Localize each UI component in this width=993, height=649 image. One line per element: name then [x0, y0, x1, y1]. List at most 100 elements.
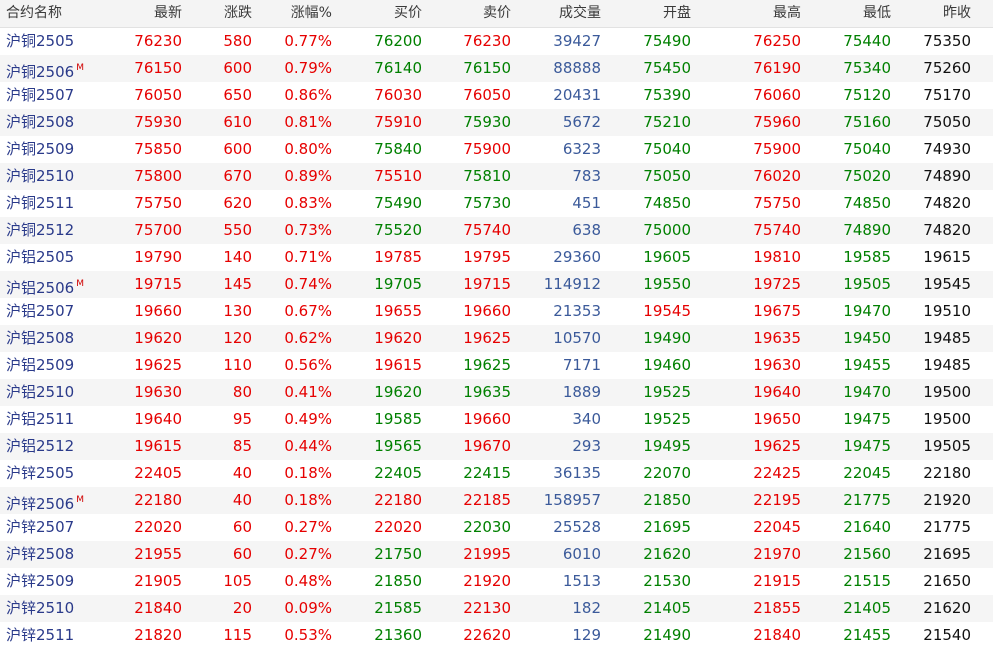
- cell-change-percent: 0.81%: [284, 113, 332, 131]
- cell-volume: 10570: [553, 329, 601, 347]
- cell-contract-name[interactable]: 沪锌2508: [6, 541, 116, 568]
- cell-ask-price: 75740: [463, 221, 511, 239]
- cell-contract-name[interactable]: 沪铝2512: [6, 433, 116, 460]
- cell-contract-name[interactable]: 沪锌2506 M: [6, 487, 116, 514]
- cell-high: 19650: [753, 410, 801, 428]
- cell-last-price: 22020: [134, 518, 182, 536]
- cell-change-percent: 0.62%: [284, 329, 332, 347]
- table-row[interactable]: 沪铝2507 19660 130 0.67% 19655 19660 21353 19545 1…: [0, 298, 993, 325]
- cell-change-percent: 0.44%: [284, 437, 332, 455]
- contract-name-text: 沪铝2511: [6, 410, 75, 428]
- cell-contract-name[interactable]: 沪铜2510: [6, 163, 116, 190]
- cell-contract-name[interactable]: 沪锌2509: [6, 568, 116, 595]
- cell-contract-name[interactable]: 沪锌2507: [6, 514, 116, 541]
- table-row[interactable]: 沪铝2512 19615 85 0.44% 19565 19670 293 19495 1962…: [0, 433, 993, 460]
- header-contract-name[interactable]: 合约名称: [6, 5, 62, 21]
- cell-contract-name[interactable]: 沪铜2508: [6, 109, 116, 136]
- cell-change-percent: 0.27%: [284, 518, 332, 536]
- contract-name-text: 沪锌2508: [6, 545, 75, 563]
- cell-prev-close: 21695: [923, 545, 971, 563]
- cell-prev-close: 74820: [923, 221, 971, 239]
- cell-contract-name[interactable]: 沪铝2508: [6, 325, 116, 352]
- cell-volume: 29360: [553, 248, 601, 266]
- cell-bid-price: 19615: [374, 356, 422, 374]
- cell-bid-price: 76200: [374, 32, 422, 50]
- table-row[interactable]: 沪锌2508 21955 60 0.27% 21750 21995 6010 21620 219…: [0, 541, 993, 568]
- header-ask-price[interactable]: 卖价: [483, 5, 511, 21]
- table-row[interactable]: 沪铜2509 75850 600 0.80% 75840 75900 6323 75040 75…: [0, 136, 993, 163]
- table-row[interactable]: 沪铝2506 M 19715 145 0.74% 19705 19715 114912 1955…: [0, 271, 993, 298]
- contract-name-text: 沪铝2506: [6, 279, 75, 297]
- cell-bid-price: 22180: [374, 491, 422, 509]
- cell-prev-close: 19545: [923, 275, 971, 293]
- table-row[interactable]: 沪铜2506 M 76150 600 0.79% 76140 76150 88888 75450…: [0, 55, 993, 82]
- cell-prev-close: 19500: [923, 383, 971, 401]
- cell-bid-price: 75840: [374, 140, 422, 158]
- table-row[interactable]: 沪锌2505 22405 40 0.18% 22405 22415 36135 22070 22…: [0, 460, 993, 487]
- header-prev-close[interactable]: 昨收: [943, 5, 971, 21]
- table-row[interactable]: 沪铝2508 19620 120 0.62% 19620 19625 10570 19490 1…: [0, 325, 993, 352]
- table-row[interactable]: 沪铝2509 19625 110 0.56% 19615 19625 7171 19460 19…: [0, 352, 993, 379]
- cell-contract-name[interactable]: 沪铝2506 M: [6, 271, 116, 298]
- contract-name-text: 沪锌2510: [6, 599, 75, 617]
- table-row[interactable]: 沪铜2512 75700 550 0.73% 75520 75740 638 75000 757…: [0, 217, 993, 244]
- header-open[interactable]: 开盘: [663, 5, 691, 21]
- table-row[interactable]: 沪锌2509 21905 105 0.48% 21850 21920 1513 21530 21…: [0, 568, 993, 595]
- cell-bid-price: 22405: [374, 464, 422, 482]
- table-row[interactable]: 沪铜2505 76230 580 0.77% 76200 76230 39427 75490 7…: [0, 28, 993, 55]
- table-row[interactable]: 沪锌2511 21820 115 0.53% 21360 22620 129 21490 218…: [0, 622, 993, 649]
- cell-last-price: 19715: [134, 275, 182, 293]
- cell-contract-name[interactable]: 沪铝2510: [6, 379, 116, 406]
- cell-contract-name[interactable]: 沪铜2512: [6, 217, 116, 244]
- table-row[interactable]: 沪铝2510 19630 80 0.41% 19620 19635 1889 19525 196…: [0, 379, 993, 406]
- header-volume[interactable]: 成交量: [559, 5, 601, 21]
- cell-change: 600: [223, 140, 252, 158]
- table-row[interactable]: 沪铜2508 75930 610 0.81% 75910 75930 5672 75210 75…: [0, 109, 993, 136]
- cell-high: 75740: [753, 221, 801, 239]
- cell-open: 21405: [643, 599, 691, 617]
- cell-contract-name[interactable]: 沪铜2505: [6, 28, 116, 55]
- cell-contract-name[interactable]: 沪铜2507: [6, 82, 116, 109]
- cell-last-price: 22180: [134, 491, 182, 509]
- cell-contract-name[interactable]: 沪铝2505: [6, 244, 116, 271]
- cell-change-percent: 0.74%: [284, 275, 332, 293]
- table-row[interactable]: 沪铜2507 76050 650 0.86% 76030 76050 20431 75390 7…: [0, 82, 993, 109]
- cell-low: 21560: [843, 545, 891, 563]
- cell-volume: 129: [572, 626, 601, 644]
- header-change-percent[interactable]: 涨幅%: [290, 5, 332, 21]
- table-row[interactable]: 沪铝2511 19640 95 0.49% 19585 19660 340 19525 1965…: [0, 406, 993, 433]
- contract-name-text: 沪锌2505: [6, 464, 75, 482]
- cell-contract-name[interactable]: 沪铝2511: [6, 406, 116, 433]
- header-bid-price[interactable]: 买价: [394, 5, 422, 21]
- cell-volume: 5672: [562, 113, 601, 131]
- table-row[interactable]: 沪铜2510 75800 670 0.89% 75510 75810 783 75050 760…: [0, 163, 993, 190]
- cell-contract-name[interactable]: 沪锌2511: [6, 622, 116, 649]
- table-row[interactable]: 沪铜2511 75750 620 0.83% 75490 75730 451 74850 757…: [0, 190, 993, 217]
- cell-contract-name[interactable]: 沪锌2510: [6, 595, 116, 622]
- cell-prev-close: 75350: [923, 32, 971, 50]
- cell-contract-name[interactable]: 沪铜2509: [6, 136, 116, 163]
- table-row[interactable]: 沪锌2507 22020 60 0.27% 22020 22030 25528 21695 22…: [0, 514, 993, 541]
- table-row[interactable]: 沪铝2505 19790 140 0.71% 19785 19795 29360 19605 1…: [0, 244, 993, 271]
- cell-ask-price: 19635: [463, 383, 511, 401]
- header-high[interactable]: 最高: [773, 5, 801, 21]
- cell-prev-close: 75260: [923, 59, 971, 77]
- table-row[interactable]: 沪锌2510 21840 20 0.09% 21585 22130 182 21405 2185…: [0, 595, 993, 622]
- cell-low: 21640: [843, 518, 891, 536]
- cell-contract-name[interactable]: 沪铜2506 M: [6, 55, 116, 82]
- header-last-price[interactable]: 最新: [154, 5, 182, 21]
- contract-name-text: 沪铝2507: [6, 302, 75, 320]
- cell-contract-name[interactable]: 沪锌2505: [6, 460, 116, 487]
- table-row[interactable]: 沪锌2506 M 22180 40 0.18% 22180 22185 158957 21850…: [0, 487, 993, 514]
- cell-bid-price: 75910: [374, 113, 422, 131]
- header-change[interactable]: 涨跌: [224, 5, 252, 21]
- header-low[interactable]: 最低: [863, 5, 891, 21]
- contract-name-text: 沪锌2511: [6, 626, 75, 644]
- cell-contract-name[interactable]: 沪铝2509: [6, 352, 116, 379]
- cell-low: 19470: [843, 302, 891, 320]
- cell-bid-price: 21750: [374, 545, 422, 563]
- cell-last-price: 21840: [134, 599, 182, 617]
- cell-contract-name[interactable]: 沪铝2507: [6, 298, 116, 325]
- cell-contract-name[interactable]: 沪铜2511: [6, 190, 116, 217]
